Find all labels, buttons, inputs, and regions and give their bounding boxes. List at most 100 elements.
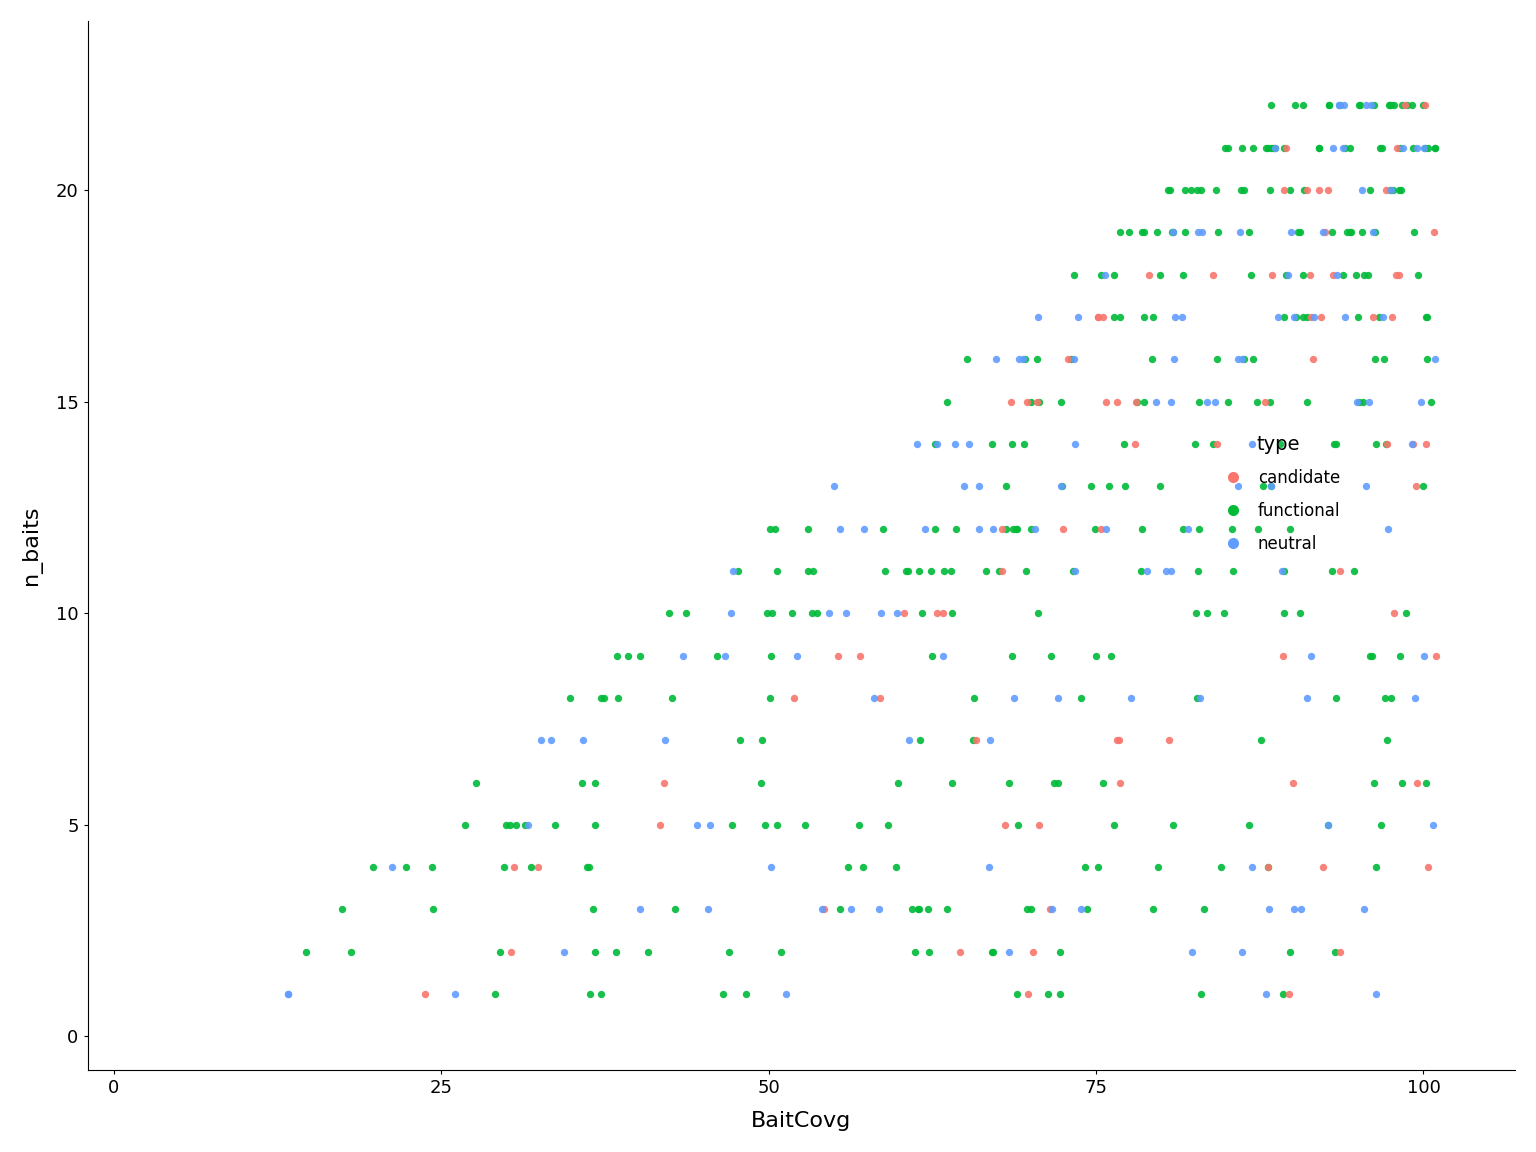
candidate [1361, 308, 1385, 326]
neutral [528, 732, 553, 750]
functional [1389, 646, 1413, 665]
functional [717, 942, 742, 961]
neutral [1409, 393, 1433, 411]
functional [1342, 562, 1367, 581]
functional [1416, 138, 1441, 157]
functional [1141, 900, 1166, 918]
candidate [1014, 393, 1038, 411]
functional [1358, 181, 1382, 199]
functional [1413, 138, 1438, 157]
neutral [977, 858, 1001, 877]
neutral [1266, 308, 1290, 326]
functional [1401, 138, 1425, 157]
neutral [885, 604, 909, 622]
candidate [1373, 181, 1398, 199]
functional [902, 942, 926, 961]
candidate [868, 689, 892, 707]
functional [1399, 97, 1424, 115]
functional [1258, 181, 1283, 199]
functional [1161, 223, 1186, 242]
neutral [1008, 350, 1032, 369]
functional [488, 942, 513, 961]
functional [1367, 308, 1392, 326]
candidate [1091, 308, 1115, 326]
functional [908, 900, 932, 918]
candidate [1412, 97, 1436, 115]
functional [582, 942, 607, 961]
neutral [1023, 520, 1048, 538]
functional [1241, 138, 1266, 157]
functional [1117, 223, 1141, 242]
neutral [978, 732, 1003, 750]
neutral [1230, 942, 1255, 961]
candidate [1316, 181, 1341, 199]
functional [1086, 858, 1111, 877]
candidate [1270, 646, 1295, 665]
functional [1170, 265, 1195, 283]
functional [1028, 393, 1052, 411]
functional [754, 604, 779, 622]
neutral [1324, 265, 1349, 283]
functional [1350, 393, 1375, 411]
neutral [759, 858, 783, 877]
neutral [1327, 97, 1352, 115]
functional [1049, 477, 1074, 495]
candidate [1301, 350, 1326, 369]
functional [1372, 689, 1396, 707]
neutral [1066, 308, 1091, 326]
functional [1061, 265, 1086, 283]
candidate [647, 816, 671, 834]
functional [1364, 434, 1389, 453]
neutral [1330, 138, 1355, 157]
functional [1415, 308, 1439, 326]
functional [828, 900, 852, 918]
functional [1292, 265, 1316, 283]
functional [1273, 265, 1298, 283]
neutral [1278, 223, 1303, 242]
functional [1107, 308, 1132, 326]
neutral [1332, 97, 1356, 115]
neutral [817, 604, 842, 622]
functional [1255, 138, 1279, 157]
neutral [1376, 520, 1401, 538]
functional [1278, 181, 1303, 199]
functional [1378, 97, 1402, 115]
functional [1201, 434, 1226, 453]
functional [588, 689, 613, 707]
functional [1381, 181, 1405, 199]
functional [1324, 434, 1349, 453]
neutral [952, 477, 977, 495]
candidate [1307, 181, 1332, 199]
functional [1347, 393, 1372, 411]
functional [1229, 181, 1253, 199]
neutral [1063, 562, 1087, 581]
functional [1307, 138, 1332, 157]
functional [1362, 773, 1387, 791]
neutral [1169, 308, 1193, 326]
candidate [525, 858, 550, 877]
neutral [822, 477, 846, 495]
functional [1395, 97, 1419, 115]
functional [759, 646, 783, 665]
functional [1183, 434, 1207, 453]
functional [1101, 816, 1126, 834]
functional [1258, 138, 1283, 157]
functional [1018, 900, 1043, 918]
neutral [985, 350, 1009, 369]
neutral [1412, 138, 1436, 157]
functional [980, 942, 1005, 961]
functional [1129, 223, 1154, 242]
functional [922, 520, 946, 538]
functional [1236, 223, 1261, 242]
functional [1078, 477, 1103, 495]
candidate [848, 646, 872, 665]
neutral [1402, 689, 1427, 707]
functional [1387, 181, 1412, 199]
functional [915, 900, 940, 918]
functional [1361, 97, 1385, 115]
neutral [685, 816, 710, 834]
functional [482, 985, 507, 1003]
functional [1157, 181, 1181, 199]
functional [922, 434, 946, 453]
functional [1322, 434, 1347, 453]
